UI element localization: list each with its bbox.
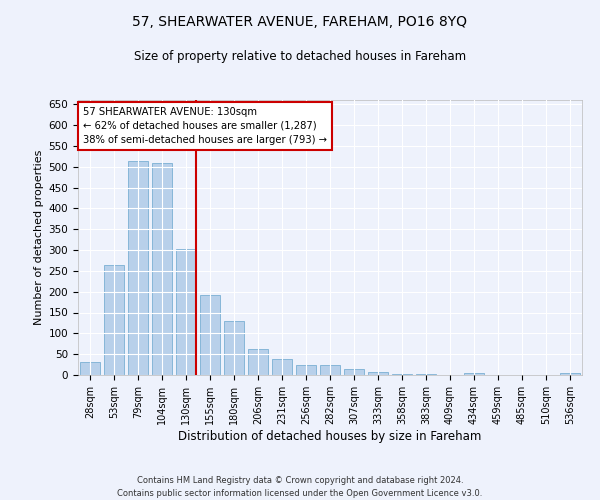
Bar bbox=[392, 374, 412, 375]
Bar bbox=[248, 349, 268, 375]
Bar bbox=[296, 365, 316, 375]
Bar bbox=[128, 161, 148, 375]
Bar bbox=[176, 249, 196, 375]
Text: 57, SHEARWATER AVENUE, FAREHAM, PO16 8YQ: 57, SHEARWATER AVENUE, FAREHAM, PO16 8YQ bbox=[133, 15, 467, 29]
Bar bbox=[560, 372, 580, 375]
Bar bbox=[464, 374, 484, 375]
Bar bbox=[272, 359, 292, 375]
X-axis label: Distribution of detached houses by size in Fareham: Distribution of detached houses by size … bbox=[178, 430, 482, 442]
Bar bbox=[368, 372, 388, 375]
Text: Size of property relative to detached houses in Fareham: Size of property relative to detached ho… bbox=[134, 50, 466, 63]
Bar bbox=[200, 294, 220, 375]
Bar bbox=[416, 374, 436, 375]
Bar bbox=[152, 162, 172, 375]
Bar bbox=[80, 362, 100, 375]
Bar bbox=[344, 369, 364, 375]
Text: Contains HM Land Registry data © Crown copyright and database right 2024.
Contai: Contains HM Land Registry data © Crown c… bbox=[118, 476, 482, 498]
Y-axis label: Number of detached properties: Number of detached properties bbox=[34, 150, 44, 325]
Text: 57 SHEARWATER AVENUE: 130sqm
← 62% of detached houses are smaller (1,287)
38% of: 57 SHEARWATER AVENUE: 130sqm ← 62% of de… bbox=[83, 107, 327, 145]
Bar bbox=[104, 266, 124, 375]
Bar bbox=[224, 321, 244, 375]
Bar bbox=[320, 365, 340, 375]
